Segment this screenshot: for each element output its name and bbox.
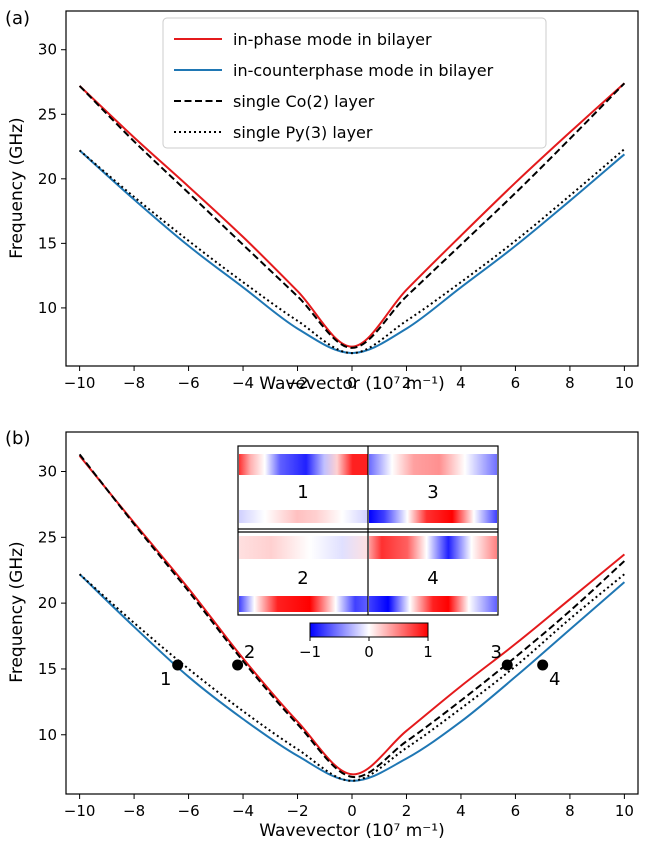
x-axis: −10 −8 −6 −4 −2 0 2 4 6 8 10 [64,794,634,820]
mode-point-label: 2 [244,642,255,663]
legend-label-py-layer: single Py(3) layer [233,123,373,142]
x-tick-label: −8 [123,802,145,820]
mode-point-marker [232,659,244,671]
y-axis-title: Frequency (GHz) [7,541,27,682]
profile-4-top-layer [369,536,497,559]
x-tick-label: 10 [615,802,634,820]
series-line-py-layer [78,573,626,782]
x-tick-label: −6 [178,374,200,392]
x-axis: −10 −8 −6 −4 −2 0 2 4 6 8 10 [64,366,634,392]
mode-profile-inset: 1 3 2 4 [237,445,499,616]
x-tick-label: 4 [456,374,466,392]
x-tick-label: 0 [347,374,357,392]
x-tick-label: −8 [123,374,145,392]
profile-2-top-layer [239,536,368,559]
profile-1-label: 1 [297,482,308,503]
x-axis-title: Wavevector (10⁷ m⁻¹) [259,374,444,394]
panel-label: (a) [5,8,30,29]
y-tick-label: 10 [38,726,57,744]
y-tick-label: 10 [38,299,57,317]
profile-4-bottom-layer [369,596,497,612]
y-tick-label: 15 [38,234,57,252]
legend-box [162,17,547,149]
mode-point-marker [172,659,184,671]
colorbar-tick-label: 1 [423,643,433,661]
series-line-co-layer [78,453,626,778]
x-tick-label: 6 [511,374,521,392]
y-tick-label: 25 [38,528,57,546]
y-tick-label: 20 [38,170,57,188]
profile-3-top-layer [369,454,497,475]
y-tick-label: 15 [38,660,57,678]
plot-area [78,453,626,782]
y-tick-label: 30 [38,462,57,480]
y-tick-label: 25 [38,105,57,123]
legend-label-counterphase: in-counterphase mode in bilayer [233,61,494,80]
colorbar-gradient [309,622,429,638]
panel-a: (a) −10 −8 −6 −4 −2 0 2 4 6 8 10 10 15 20 25 30 Waveve… [5,8,639,394]
x-tick-label: 6 [511,802,521,820]
y-tick-label: 30 [38,41,57,59]
mode-points: 1 2 3 4 [160,642,560,690]
series-line-co-layer [78,82,626,349]
profile-3-label: 3 [427,482,438,503]
plot-area [78,82,626,355]
series-line-counterphase [78,149,626,355]
colorbar-tick-label: 0 [364,643,374,661]
x-tick-label: −6 [178,802,200,820]
x-tick-label: 10 [615,374,634,392]
x-tick-label: −2 [286,802,308,820]
y-axis: 10 15 20 25 30 [38,462,66,744]
mode-point-label: 4 [549,669,560,690]
legend-label-in-phase: in-phase mode in bilayer [233,30,432,49]
profile-4-label: 4 [427,568,438,589]
panel-label: (b) [5,428,30,449]
series-line-in-phase [78,82,626,348]
x-tick-label: −4 [232,374,254,392]
mode-point-label: 1 [160,669,171,690]
x-tick-label: −4 [232,802,254,820]
profile-1-top-layer [239,454,368,475]
series-line-counterphase [78,573,626,782]
legend-label-co-layer: single Co(2) layer [233,92,375,111]
profile-2-bottom-layer [239,596,368,612]
x-tick-label: 8 [565,802,575,820]
x-tick-label: 8 [565,374,575,392]
series-line-in-phase [78,455,626,776]
mode-point-label: 3 [491,642,502,663]
x-tick-label: −10 [64,802,96,820]
x-tick-label: 0 [347,802,357,820]
colorbar-tick-label: −1 [299,643,321,661]
y-axis-title: Frequency (GHz) [7,117,27,258]
x-tick-label: 2 [402,374,412,392]
y-tick-label: 20 [38,594,57,612]
legend: in-phase mode in bilayer in-counterphase… [162,17,547,149]
profile-2-label: 2 [297,568,308,589]
x-axis-title: Wavevector (10⁷ m⁻¹) [259,821,444,841]
colorbar: −1 0 1 [299,622,433,661]
series-line-py-layer [78,148,626,355]
x-tick-label: 2 [402,802,412,820]
x-tick-label: −2 [286,374,308,392]
y-axis: 10 15 20 25 30 [38,41,66,317]
profile-1-bottom-layer [239,510,368,523]
x-tick-label: −10 [64,374,96,392]
x-tick-label: 4 [456,802,466,820]
mode-point-marker [537,659,549,671]
mode-point-marker [501,659,513,671]
profile-3-bottom-layer [369,510,497,523]
